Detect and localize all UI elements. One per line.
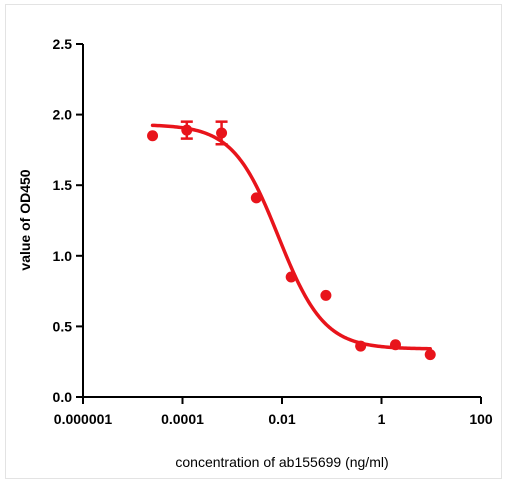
x-tick-label: 0.000001 xyxy=(54,411,113,427)
data-point xyxy=(389,339,401,351)
x-axis-title: concentration of ab155699 (ng/ml) xyxy=(175,454,388,470)
data-point xyxy=(216,127,228,139)
data-point xyxy=(181,124,193,136)
data-point xyxy=(285,271,297,283)
x-tick-label: 100 xyxy=(469,411,493,427)
ticks: 0.0 0.5 1.0 1.5 2.0 2.5 0.000001 0.0001 0.01 1 100 xyxy=(53,36,493,427)
x-tick-label: 1 xyxy=(378,411,386,427)
data-point xyxy=(424,349,436,361)
data-point xyxy=(320,289,332,301)
data-point xyxy=(355,340,367,352)
fit-curve xyxy=(150,123,432,351)
y-tick-label: 2.0 xyxy=(53,107,73,123)
chart-frame xyxy=(5,4,502,479)
y-tick-label: 1.0 xyxy=(53,248,73,264)
x-tick-label: 0.0001 xyxy=(161,411,204,427)
data-points xyxy=(147,120,436,361)
x-tick-label: 0.01 xyxy=(268,411,295,427)
y-axis-title: value of OD450 xyxy=(17,169,33,270)
data-point xyxy=(147,130,159,142)
axes xyxy=(82,44,481,398)
y-tick-label: 1.5 xyxy=(53,177,73,193)
y-tick-label: 2.5 xyxy=(53,36,73,52)
fit-curve-group xyxy=(150,123,432,351)
y-tick-label: 0.0 xyxy=(53,389,73,405)
y-tick-label: 0.5 xyxy=(53,318,73,334)
data-point xyxy=(250,192,262,204)
